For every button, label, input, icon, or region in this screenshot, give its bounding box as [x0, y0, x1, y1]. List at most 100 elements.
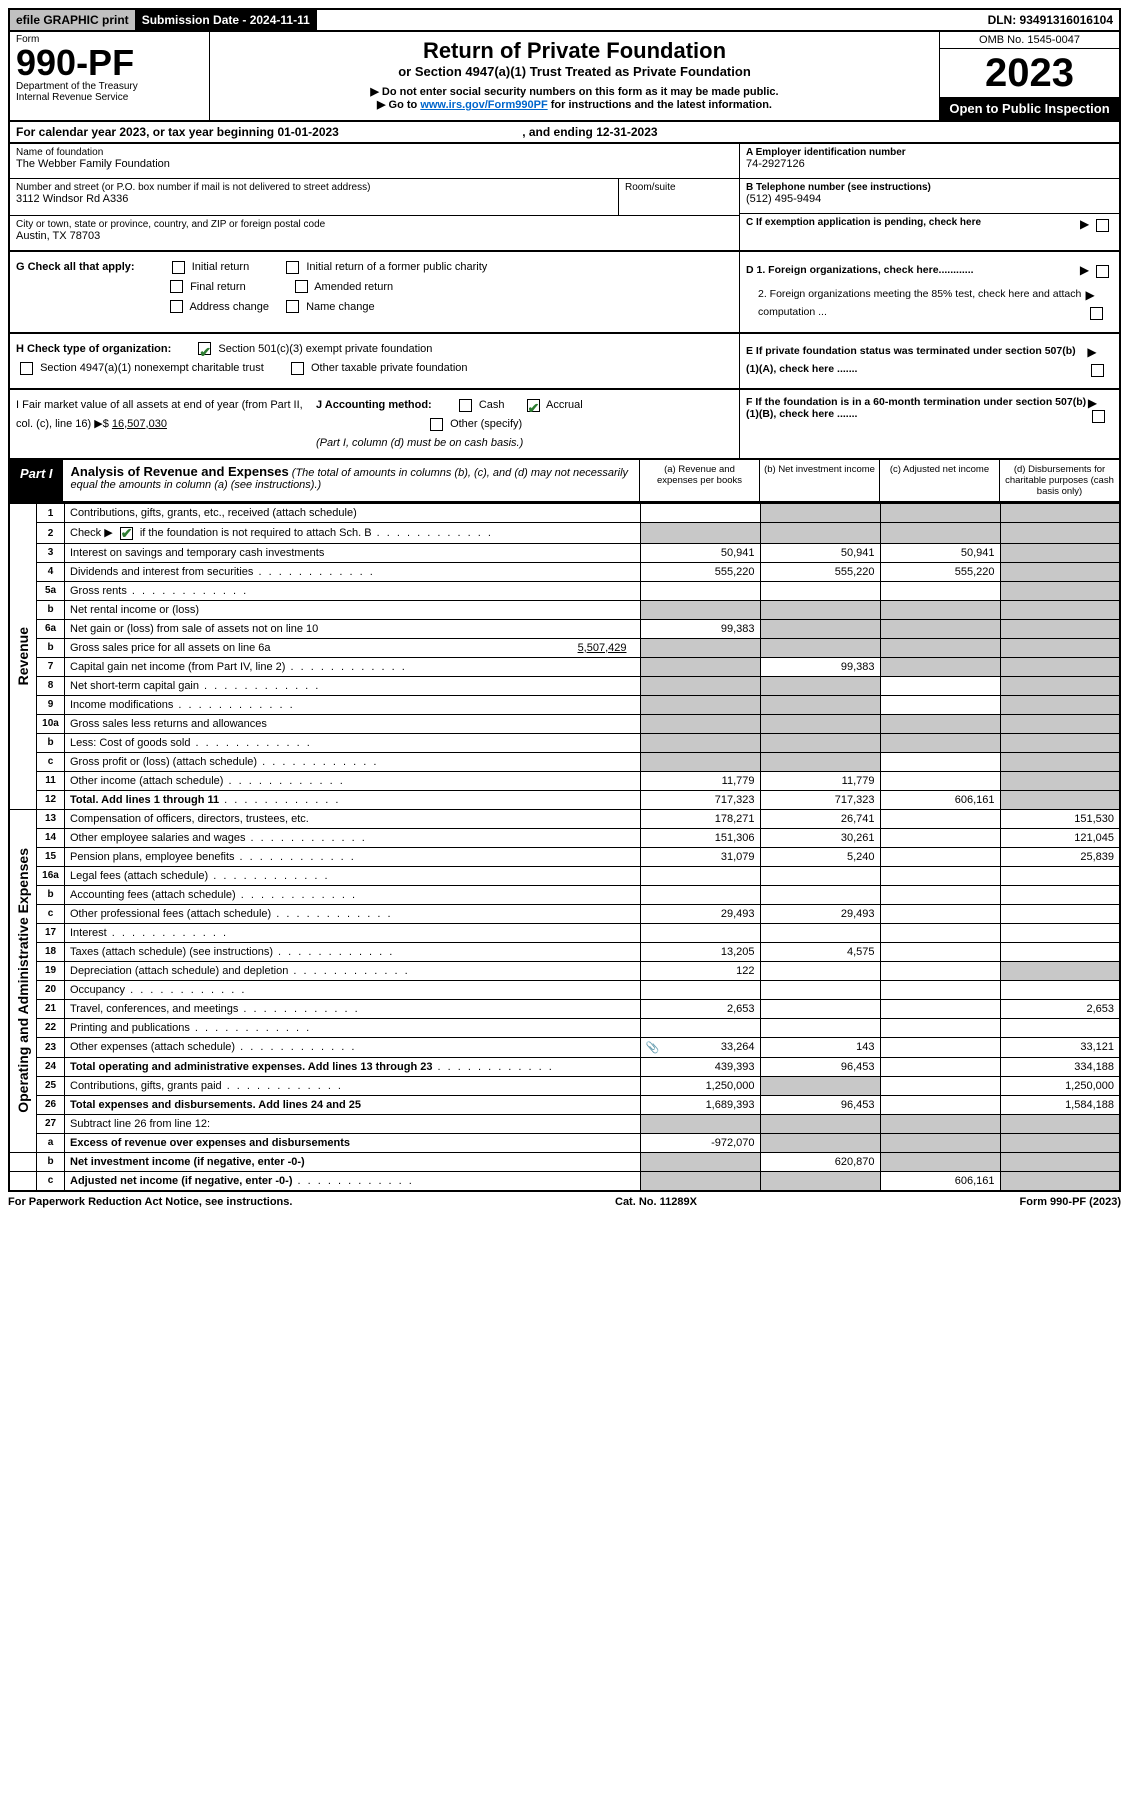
g-block: G Check all that apply: Initial return I… — [10, 252, 739, 332]
form-number: 990-PF — [16, 45, 203, 81]
table-row: 24Total operating and administrative exp… — [9, 1057, 1120, 1076]
table-row: 7Capital gain net income (from Part IV, … — [9, 657, 1120, 676]
table-row: 26Total expenses and disbursements. Add … — [9, 1095, 1120, 1114]
j-label: J Accounting method: — [316, 399, 432, 411]
form-id-block: Form 990-PF Department of the Treasury I… — [10, 32, 210, 120]
year-block: OMB No. 1545-0047 2023 Open to Public In… — [939, 32, 1119, 120]
d1-label: D 1. Foreign organizations, check here..… — [746, 264, 974, 276]
arrow-icon: ▶ — [1080, 263, 1089, 277]
table-row: 25Contributions, gifts, grants paid1,250… — [9, 1076, 1120, 1095]
arrow-icon: ▶ — [1086, 288, 1095, 302]
calyear-begin: 01-01-2023 — [277, 125, 338, 139]
schb-checkbox[interactable] — [120, 527, 133, 540]
g-address-checkbox[interactable] — [170, 300, 183, 313]
submission-date: Submission Date - 2024-11-11 — [136, 10, 317, 30]
foundation-name-row: Name of foundation The Webber Family Fou… — [10, 144, 739, 179]
g-initial: Initial return — [192, 261, 249, 273]
phone-row: B Telephone number (see instructions) (5… — [740, 179, 1119, 214]
g-initial-former-checkbox[interactable] — [286, 261, 299, 274]
table-row: 21Travel, conferences, and meetings2,653… — [9, 999, 1120, 1018]
h-block: H Check type of organization: Section 50… — [10, 334, 739, 389]
d2-checkbox[interactable] — [1090, 307, 1103, 320]
lineno: 1 — [37, 504, 65, 523]
j-cash-checkbox[interactable] — [459, 399, 472, 412]
city-row: City or town, state or province, country… — [10, 216, 739, 250]
room-label: Room/suite — [625, 182, 733, 193]
g-final-checkbox[interactable] — [170, 280, 183, 293]
table-row: 16aLegal fees (attach schedule) — [9, 866, 1120, 885]
arrow-icon: ▶ — [1087, 345, 1096, 359]
i-value: 16,507,030 — [112, 418, 167, 430]
efile-badge[interactable]: efile GRAPHIC print — [10, 10, 136, 30]
c-label: C If exemption application is pending, c… — [746, 217, 981, 228]
f-label: F If the foundation is in a 60-month ter… — [746, 396, 1086, 420]
j-accrual-checkbox[interactable] — [527, 399, 540, 412]
g-label: G Check all that apply: — [16, 261, 135, 273]
table-row: cAdjusted net income (if negative, enter… — [9, 1171, 1120, 1191]
street-label: Number and street (or P.O. box number if… — [16, 182, 612, 193]
tax-year: 2023 — [940, 49, 1119, 97]
room-suite-cell: Room/suite — [619, 179, 739, 215]
g-d-section: G Check all that apply: Initial return I… — [8, 252, 1121, 334]
ij-f-section: I Fair market value of all assets at end… — [8, 390, 1121, 460]
table-row: bNet rental income or (loss) — [9, 600, 1120, 619]
i-block: I Fair market value of all assets at end… — [16, 396, 306, 452]
table-row: 9Income modifications — [9, 695, 1120, 714]
e-checkbox[interactable] — [1091, 364, 1104, 377]
h-501c3: Section 501(c)(3) exempt private foundat… — [218, 343, 432, 355]
street-cell: Number and street (or P.O. box number if… — [10, 179, 619, 215]
note-link-post: for instructions and the latest informat… — [548, 99, 772, 111]
h-other-tax-checkbox[interactable] — [291, 362, 304, 375]
g-name-change: Name change — [306, 301, 375, 313]
part1-label: Part I — [10, 460, 63, 501]
line-desc: Dividends and interest from securities — [65, 562, 641, 581]
instructions-link[interactable]: www.irs.gov/Form990PF — [420, 99, 547, 111]
note-ssn: ▶ Do not enter social security numbers o… — [216, 85, 933, 98]
h-4947-checkbox[interactable] — [20, 362, 33, 375]
e-label: E If private foundation status was termi… — [746, 345, 1076, 375]
g-initial-checkbox[interactable] — [172, 261, 185, 274]
table-row: 23Other expenses (attach schedule)📎33,26… — [9, 1037, 1120, 1057]
title-block: Return of Private Foundation or Section … — [210, 32, 939, 120]
part1-title: Analysis of Revenue and Expenses — [71, 464, 289, 479]
revenue-label: Revenue — [15, 627, 31, 685]
j-block: J Accounting method: Cash Accrual Other … — [306, 396, 733, 452]
form-subtitle: or Section 4947(a)(1) Trust Treated as P… — [216, 64, 933, 79]
col-c-header: (c) Adjusted net income — [879, 460, 999, 501]
j-note: (Part I, column (d) must be on cash basi… — [316, 437, 523, 449]
g-initial-former: Initial return of a former public charit… — [306, 261, 487, 273]
name-label: Name of foundation — [16, 147, 733, 158]
form-header: Form 990-PF Department of the Treasury I… — [8, 32, 1121, 122]
c-checkbox[interactable] — [1096, 219, 1109, 232]
phone-value: (512) 495-9494 — [746, 193, 1113, 205]
exemption-pending-row: C If exemption application is pending, c… — [740, 214, 1119, 240]
entity-block: Name of foundation The Webber Family Fou… — [8, 144, 1121, 252]
table-row: 4Dividends and interest from securities5… — [9, 562, 1120, 581]
part1-desc: Analysis of Revenue and Expenses (The to… — [63, 460, 639, 501]
note-link: ▶ Go to www.irs.gov/Form990PF for instru… — [216, 98, 933, 111]
table-row: 20Occupancy — [9, 980, 1120, 999]
expenses-sidelabel: Operating and Administrative Expenses — [9, 809, 37, 1152]
table-row: 22Printing and publications — [9, 1018, 1120, 1037]
j-other: Other (specify) — [450, 418, 522, 430]
table-row: bAccounting fees (attach schedule) — [9, 885, 1120, 904]
h-501c3-checkbox[interactable] — [198, 342, 211, 355]
open-public: Open to Public Inspection — [940, 97, 1119, 120]
table-row: cGross profit or (loss) (attach schedule… — [9, 752, 1120, 771]
j-other-checkbox[interactable] — [430, 418, 443, 431]
g-amended-checkbox[interactable] — [295, 280, 308, 293]
g-name-change-checkbox[interactable] — [286, 300, 299, 313]
col-a-header: (a) Revenue and expenses per books — [639, 460, 759, 501]
form-title: Return of Private Foundation — [216, 38, 933, 64]
gross-sales-price: 5,507,429 — [578, 642, 627, 654]
table-row: 17Interest — [9, 923, 1120, 942]
page-footer: For Paperwork Reduction Act Notice, see … — [8, 1192, 1121, 1212]
table-row: 5aGross rents — [9, 581, 1120, 600]
entity-left: Name of foundation The Webber Family Fou… — [10, 144, 739, 250]
d1-checkbox[interactable] — [1096, 265, 1109, 278]
f-checkbox[interactable] — [1092, 410, 1105, 423]
attach-icon-cell[interactable]: 📎33,264 — [640, 1037, 760, 1057]
g-address: Address change — [189, 301, 269, 313]
calyear-mid: , and ending — [522, 125, 596, 139]
footer-catno: Cat. No. 11289X — [615, 1196, 697, 1208]
